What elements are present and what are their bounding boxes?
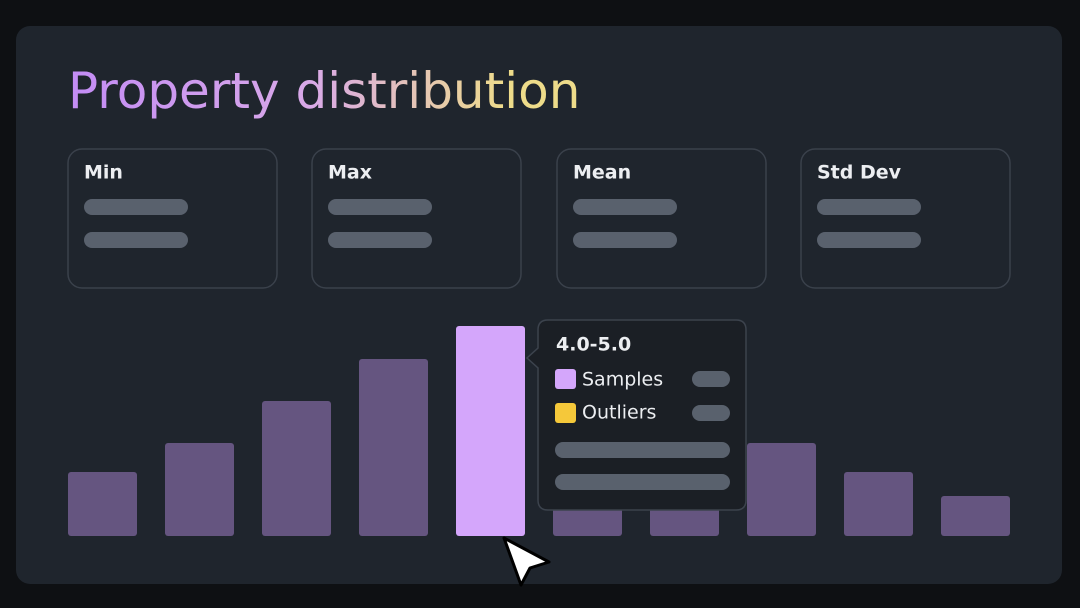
bar (68, 472, 137, 536)
card-label: Min (84, 162, 123, 184)
card-frame (67, 148, 278, 289)
bar (262, 401, 331, 536)
placeholder (692, 405, 730, 421)
title: Property distribution (68, 62, 580, 120)
placeholder (573, 199, 677, 215)
placeholder (328, 232, 432, 248)
tooltip-frame (525, 319, 747, 511)
card: Min (67, 148, 278, 289)
card-label: Max (328, 162, 372, 184)
placeholder (84, 199, 188, 215)
tooltip-title: 4.0-5.0 (556, 334, 631, 356)
bar (359, 359, 428, 536)
swatch (555, 369, 576, 389)
placeholder (817, 232, 921, 248)
card-frame (311, 148, 522, 289)
card-label: Std Dev (817, 162, 902, 184)
placeholder (555, 442, 730, 458)
cards: Min Max Mean Std Dev (67, 148, 1011, 289)
placeholder (817, 199, 921, 215)
placeholder (328, 199, 432, 215)
card-frame (800, 148, 1011, 289)
placeholder (555, 474, 730, 490)
tooltip-label: Outliers (582, 402, 656, 424)
tooltip: 4.0-5.0 Samples Outliers (525, 319, 747, 511)
card-frame (556, 148, 767, 289)
placeholder (84, 232, 188, 248)
bar-highlighted[interactable] (456, 326, 525, 536)
card: Max (311, 148, 522, 289)
cursor (502, 536, 551, 587)
bar (844, 472, 913, 536)
card: Mean (556, 148, 767, 289)
swatch (555, 403, 576, 423)
tooltip-label: Samples (582, 369, 663, 391)
bar (941, 496, 1010, 536)
placeholder (573, 232, 677, 248)
card: Std Dev (800, 148, 1011, 289)
bar (165, 443, 234, 536)
placeholder (692, 371, 730, 387)
bar (747, 443, 816, 536)
card-label: Mean (573, 162, 631, 184)
